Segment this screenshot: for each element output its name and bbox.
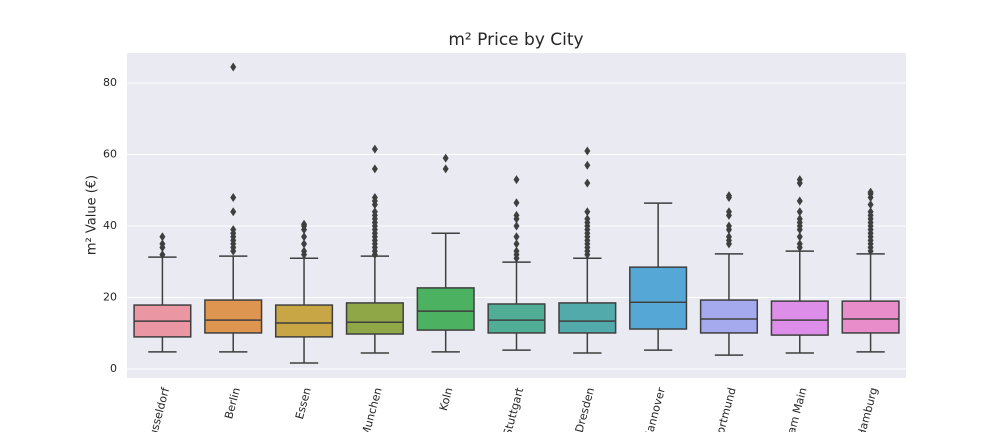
outlier [584,178,591,188]
outlier [371,164,378,174]
y-tick-label: 20 [103,291,117,304]
outlier [159,239,166,249]
x-tick-label: Stuttgart [501,386,527,432]
outlier [725,232,732,242]
outlier [867,207,874,217]
outlier [796,239,803,249]
box [699,299,759,334]
y-tick-label: 40 [103,219,117,232]
outlier [796,232,803,242]
outlier [442,153,449,163]
outlier [230,192,237,202]
x-tick-label: Dortmund [712,386,739,432]
x-tick-label: Berlin [222,386,243,420]
outlier [584,214,591,224]
outlier [725,221,732,231]
outlier [513,198,520,208]
outlier [513,221,520,231]
outlier [442,164,449,174]
outlier [371,192,378,202]
outlier [867,187,874,197]
outlier [513,232,520,242]
outlier [301,219,308,229]
x-tick-label: Munchen [359,386,385,432]
box [345,302,404,335]
chart-title: m² Price by City [448,30,583,50]
outlier [159,232,166,242]
outlier [584,146,591,156]
box [629,266,688,330]
outlier [230,62,237,72]
outlier [867,200,874,210]
outlier [796,214,803,224]
box [274,304,334,338]
x-tick-label: Frankfurt am Main [771,386,810,432]
box [841,300,900,334]
outlier [725,207,732,217]
outlier [725,191,732,201]
y-axis-label: m² Value (€) [85,175,100,255]
outlier [301,246,308,256]
outlier [584,207,591,217]
outlier [371,144,378,154]
outlier [796,207,803,217]
y-tick-label: 60 [103,148,117,161]
x-tick-label: Hamburg [855,386,881,432]
outlier [513,210,520,220]
box [204,299,263,334]
outlier [159,250,166,260]
y-tick-label: 0 [110,362,117,375]
box [558,302,617,334]
outlier [230,225,237,235]
outlier [796,175,803,185]
outlier [301,232,308,242]
outlier [513,239,520,249]
x-tick-label: Dusseldorf [144,385,172,432]
x-tick-label: Essen [293,386,314,420]
box [416,287,475,331]
x-tick-label: Hannover [642,386,669,432]
outlier [513,175,520,185]
outlier [230,207,237,217]
outlier [796,196,803,206]
outlier [584,160,591,170]
box [770,300,829,336]
outlier [513,246,520,256]
box [487,303,546,334]
y-tick-label: 80 [103,76,117,89]
outlier [301,239,308,249]
outlier [371,207,378,217]
x-tick-label: Koln [437,386,456,412]
x-tick-label: Dresden [573,386,597,432]
